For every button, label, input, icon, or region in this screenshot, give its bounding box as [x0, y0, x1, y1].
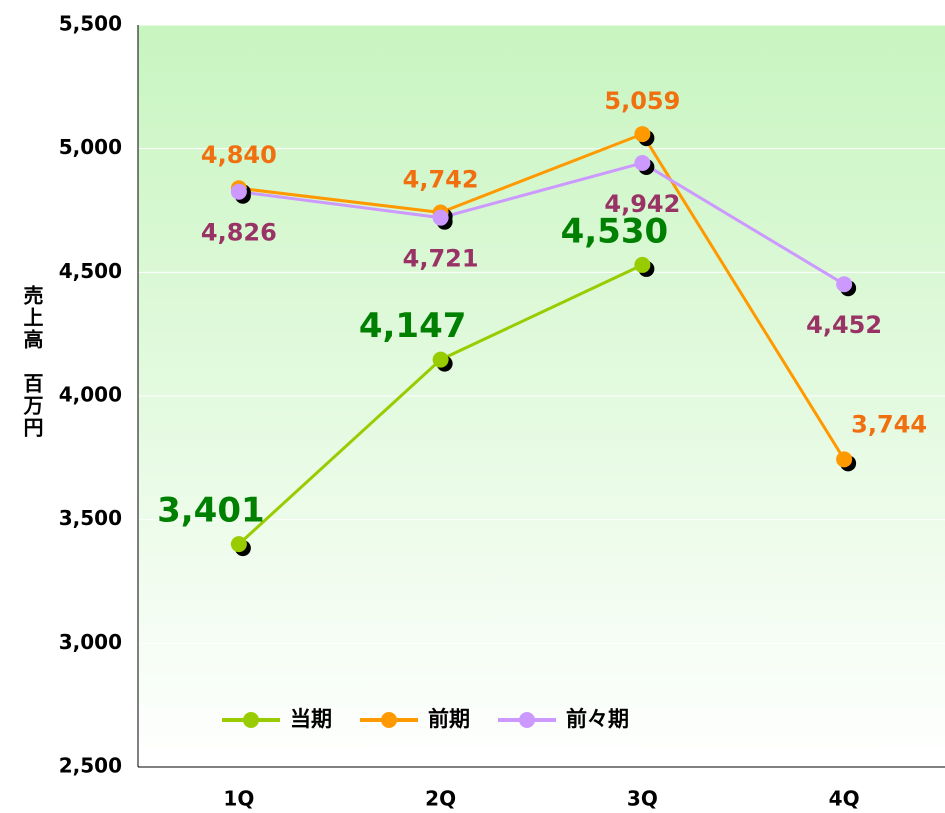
y-tick-label: 5,500: [59, 12, 122, 36]
y-axis-label: 売上高 百万円: [20, 285, 44, 439]
marker: [432, 351, 449, 368]
data-label: 4,452: [806, 311, 882, 339]
data-label: 4,826: [201, 219, 277, 247]
y-tick-label: 3,500: [59, 506, 122, 530]
legend-marker: [519, 712, 535, 728]
data-label: 4,742: [403, 165, 479, 193]
marker: [634, 155, 651, 172]
legend-marker: [243, 712, 259, 728]
data-label: 3,401: [157, 491, 265, 531]
data-label: 4,721: [403, 245, 479, 273]
y-tick-label: 4,000: [59, 383, 122, 407]
legend-label: 前々期: [566, 707, 629, 731]
legend-label: 前期: [428, 707, 470, 731]
y-tick-label: 2,500: [59, 754, 122, 778]
y-tick-label: 3,000: [59, 630, 122, 654]
data-label: 4,147: [359, 306, 467, 346]
marker: [230, 536, 247, 553]
marker: [230, 183, 247, 200]
x-tick-label: 4Q: [829, 787, 860, 811]
legend-label: 当期: [290, 707, 332, 731]
x-tick-label: 3Q: [627, 787, 658, 811]
data-label: 5,059: [604, 87, 680, 115]
series-line: [238, 161, 845, 286]
x-tick-label: 2Q: [425, 787, 456, 811]
y-tick-label: 4,500: [59, 259, 122, 283]
data-label: 4,942: [604, 190, 680, 218]
y-tick-label: 5,000: [59, 135, 122, 159]
data-label: 3,744: [851, 410, 927, 438]
legend-marker: [381, 712, 397, 728]
series-line: [238, 132, 846, 461]
marker: [634, 256, 651, 273]
x-tick-label: 1Q: [223, 787, 254, 811]
marker: [634, 126, 651, 143]
data-label: 4,530: [561, 211, 669, 251]
marker: [432, 209, 449, 226]
data-label: 4,840: [201, 141, 277, 169]
marker: [836, 451, 853, 468]
marker: [836, 276, 853, 293]
